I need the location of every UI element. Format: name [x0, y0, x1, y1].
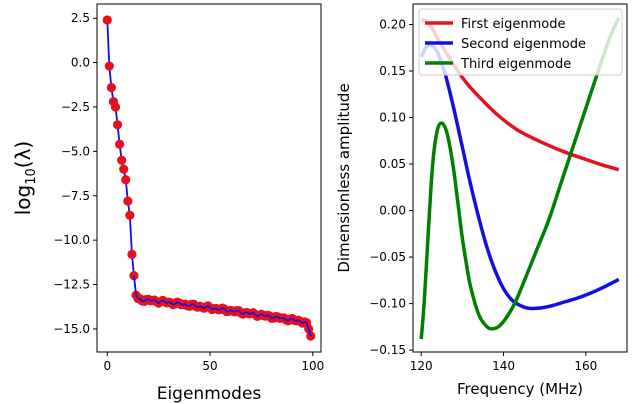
legend-label: Third eigenmode [460, 57, 571, 72]
left-y-label-sub: 10 [24, 168, 39, 185]
left-chart: 2.50.0−2.5−5.0−7.5−10.0−12.5−15.0 0 50 100… [11, 3, 324, 404]
eigenvalue-point [104, 61, 114, 71]
log-eigenvalue-points [102, 15, 316, 341]
left-y-tick-label: −2.5 [61, 100, 90, 114]
left-x-ticks: 0 50 100 [103, 352, 324, 373]
left-y-tick-label: −5.0 [61, 144, 90, 158]
legend-label: Second eigenmode [461, 37, 586, 52]
legend-third-eigenmode: Third eigenmode [425, 57, 571, 72]
right-y-tick-label: 0.15 [379, 64, 406, 78]
left-plot-frame [96, 3, 322, 353]
right-y-tick-label: 0.20 [379, 17, 406, 31]
left-x-axis-label: Eigenmodes [157, 384, 262, 404]
right-y-tick-label: 0.05 [379, 157, 406, 171]
left-y-tick-label: 2.5 [71, 11, 90, 25]
eigenvalue-point [119, 164, 129, 174]
eigenvalue-point [123, 196, 133, 206]
right-chart: 0.200.150.100.050.00−0.05−0.10−0.15 120 1… [335, 3, 628, 398]
right-plot-frame [412, 3, 628, 353]
eigenvalue-point [306, 331, 316, 341]
legend-second-eigenmode: Second eigenmode [425, 37, 586, 52]
right-y-tick-label: −0.05 [369, 250, 406, 264]
legend-box [418, 8, 623, 76]
third-eigenmode-line [419, 17, 621, 340]
right-x-ticks: 120 140 160 [410, 352, 597, 373]
left-y-label-rest: (λ) [11, 141, 35, 168]
log-eigenvalue-line-overlay [133, 275, 312, 337]
legend-first-eigenmode: First eigenmode [425, 17, 565, 32]
left-y-tick-label: −12.5 [53, 278, 90, 292]
eigenvalue-point [117, 155, 127, 165]
plateau-line [133, 275, 312, 337]
eigenvalue-point [106, 82, 116, 93]
right-y-axis-label: Dimensionless amplitude [335, 83, 353, 272]
left-x-tick-label: 50 [202, 359, 217, 373]
right-x-tick-label: 160 [574, 359, 597, 373]
right-y-ticks: 0.20 0.15 0.10 0.05 0.00 −0.05 −0.10 −0.15 [369, 17, 413, 357]
legend-label: First eigenmode [461, 17, 565, 32]
eigenvalue-point [127, 249, 137, 259]
right-y-tick-label: 0.10 [379, 111, 406, 125]
eigenvalue-point [102, 15, 112, 25]
left-y-axis-label: log10(λ) [11, 141, 39, 216]
legend: First eigenmode Second eigenmode Third eig… [418, 8, 623, 76]
left-y-tick-label: −15.0 [53, 322, 90, 336]
left-y-tick-label: 0.0 [71, 56, 90, 70]
right-y-tick-label: −0.15 [369, 343, 406, 357]
right-x-axis-label: Frequency (MHz) [457, 380, 583, 398]
left-x-tick-label: 100 [301, 359, 324, 373]
left-x-tick-label: 0 [103, 359, 111, 373]
right-y-tick-label: −0.10 [369, 297, 406, 311]
right-y-tick-label: 0.00 [379, 204, 406, 218]
left-y-label-base: log [11, 185, 35, 216]
eigenvalue-point [125, 210, 135, 220]
right-x-tick-label: 140 [492, 359, 515, 373]
eigenvalue-point [112, 120, 123, 130]
left-y-tick-label: −10.0 [53, 233, 90, 247]
right-x-tick-label: 120 [410, 359, 433, 373]
left-y-ticks: 2.5 0.0 −2.5 −5.0 −7.5 −10.0 −12.5 −15.0 [53, 11, 97, 336]
eigenvalue-point [115, 139, 125, 149]
second-eigenmode-line [419, 43, 620, 311]
log-eigenvalue-line [106, 19, 312, 337]
left-y-tick-label: −7.5 [61, 189, 90, 203]
eigenvalue-point [121, 175, 131, 185]
eigenvalue-point [110, 102, 121, 112]
